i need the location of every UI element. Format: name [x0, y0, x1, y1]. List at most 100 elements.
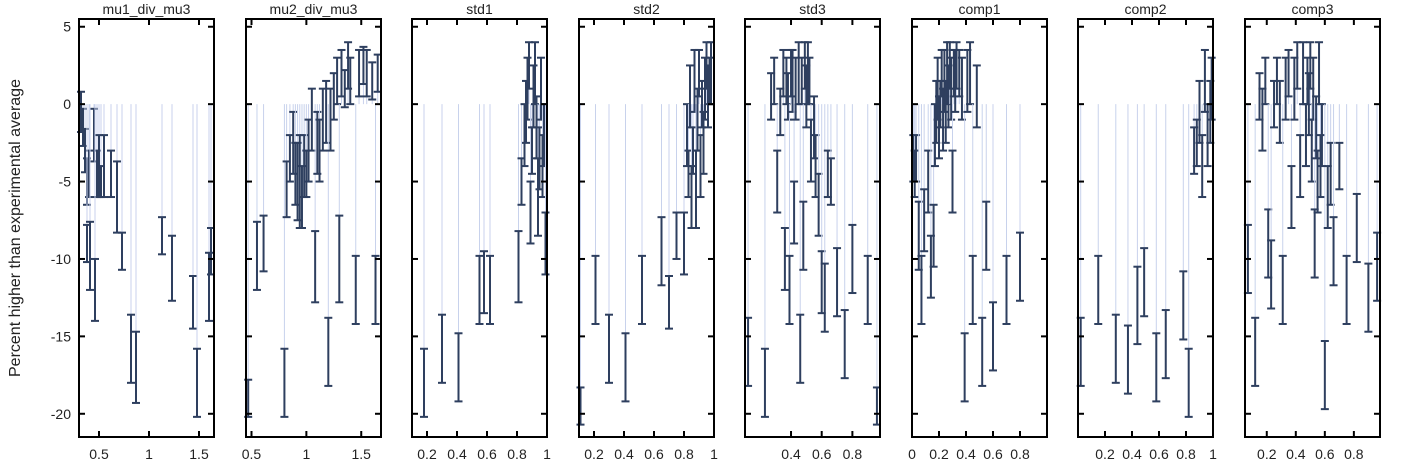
- x-tick-label: 0.8: [843, 446, 863, 462]
- error-bar: [833, 247, 842, 318]
- error-bar: [1016, 231, 1024, 302]
- panel-frame: [744, 18, 881, 438]
- panel-title: mu1_div_mu3: [103, 1, 191, 17]
- x-tick-label: 0.4: [956, 446, 976, 462]
- panel-title: comp3: [1291, 1, 1333, 17]
- y-axis-label: Percent higher than experimental average: [7, 79, 24, 377]
- error-bar: [531, 41, 539, 106]
- x-tick-label: 0.2: [417, 446, 437, 462]
- error-bar: [672, 211, 681, 260]
- error-bar: [335, 214, 344, 304]
- error-bar: [1296, 134, 1305, 199]
- panel-frame: [78, 18, 215, 438]
- error-bar: [85, 149, 93, 199]
- error-bar: [805, 56, 814, 106]
- x-tick-label: 0.8: [1176, 446, 1196, 462]
- error-bar: [1364, 262, 1373, 333]
- panel-title: comp1: [958, 1, 1000, 17]
- error-bar: [1352, 192, 1361, 264]
- x-tick-label: 0.6: [983, 446, 1003, 462]
- error-bar: [371, 254, 380, 325]
- error-bar: [1179, 270, 1188, 341]
- error-bar: [480, 250, 488, 315]
- error-bar: [526, 180, 535, 245]
- error-bar: [1094, 254, 1103, 325]
- x-tick-label: 0.2: [1095, 446, 1115, 462]
- error-bar: [605, 313, 613, 384]
- x-tick-label: 0.8: [507, 446, 527, 462]
- x-tick-label: 0: [908, 446, 916, 462]
- error-bar: [1133, 265, 1142, 346]
- error-bar: [982, 200, 991, 271]
- error-bar: [1207, 56, 1216, 121]
- x-tick-label: 1.5: [352, 446, 372, 462]
- panel-title: std3: [799, 1, 826, 17]
- error-bar: [118, 231, 126, 271]
- error-bar: [989, 301, 997, 372]
- error-bar: [252, 220, 261, 291]
- y-tick-label: 5: [63, 19, 71, 35]
- error-bar: [638, 254, 646, 325]
- x-tick-label: 0.4: [447, 446, 467, 462]
- x-tick-label: 0.8: [1010, 446, 1030, 462]
- error-bar: [259, 214, 268, 273]
- x-tick-label: 1: [145, 446, 153, 462]
- error-bar: [945, 41, 954, 90]
- error-bar: [311, 230, 320, 304]
- error-bar: [1140, 247, 1149, 318]
- x-tick-label: 0.4: [614, 446, 634, 462]
- x-tick-label: 1: [1209, 446, 1217, 462]
- panel-title: mu2_div_mu3: [270, 1, 358, 17]
- x-tick-label: 0.4: [1122, 446, 1142, 462]
- error-bar: [91, 257, 99, 322]
- error-bar: [699, 110, 708, 175]
- y-tick-label: -5: [59, 174, 72, 190]
- error-bar: [189, 274, 197, 330]
- error-bar: [951, 48, 960, 113]
- error-bar: [368, 61, 377, 101]
- x-tick-label: 0.6: [1315, 446, 1335, 462]
- error-bar: [1310, 208, 1319, 279]
- x-tick-label: 1: [302, 446, 310, 462]
- error-bar: [1111, 313, 1120, 384]
- error-bar: [324, 316, 333, 387]
- x-tick-label: 0.6: [644, 446, 664, 462]
- error-bar: [107, 149, 115, 199]
- error-bar: [978, 316, 987, 387]
- error-bar: [785, 254, 794, 325]
- error-bar: [796, 313, 805, 384]
- panel-frame: [1077, 18, 1214, 438]
- error-bar: [665, 274, 673, 330]
- x-tick-label: 0.4: [1286, 446, 1306, 462]
- error-bar: [534, 157, 542, 237]
- y-tick-label: 0: [63, 96, 71, 112]
- error-bar: [917, 254, 926, 325]
- error-bar: [1184, 347, 1193, 418]
- error-bar: [848, 223, 857, 295]
- error-bar: [346, 56, 355, 106]
- error-bar: [863, 254, 872, 325]
- error-bar: [840, 309, 849, 380]
- error-bar: [1002, 254, 1011, 325]
- error-bar: [790, 180, 799, 245]
- error-bar: [355, 48, 364, 98]
- x-tick-label: 1: [543, 446, 551, 462]
- panel-title: std1: [466, 1, 493, 17]
- error-bar: [1251, 316, 1260, 387]
- x-tick-label: 0.5: [89, 446, 109, 462]
- error-bar: [621, 332, 630, 403]
- y-tick-label: -15: [51, 328, 71, 344]
- error-bar: [307, 87, 316, 152]
- error-bar: [127, 313, 135, 384]
- error-bar: [1161, 309, 1170, 380]
- error-bar: [799, 200, 808, 271]
- error-bar: [158, 216, 166, 256]
- panel-frame: [578, 18, 715, 438]
- error-bar: [475, 254, 484, 325]
- error-bar: [438, 313, 446, 384]
- error-bar: [820, 262, 829, 333]
- panel-frame: [245, 18, 382, 438]
- error-bar: [168, 234, 176, 302]
- error-bar: [454, 332, 463, 403]
